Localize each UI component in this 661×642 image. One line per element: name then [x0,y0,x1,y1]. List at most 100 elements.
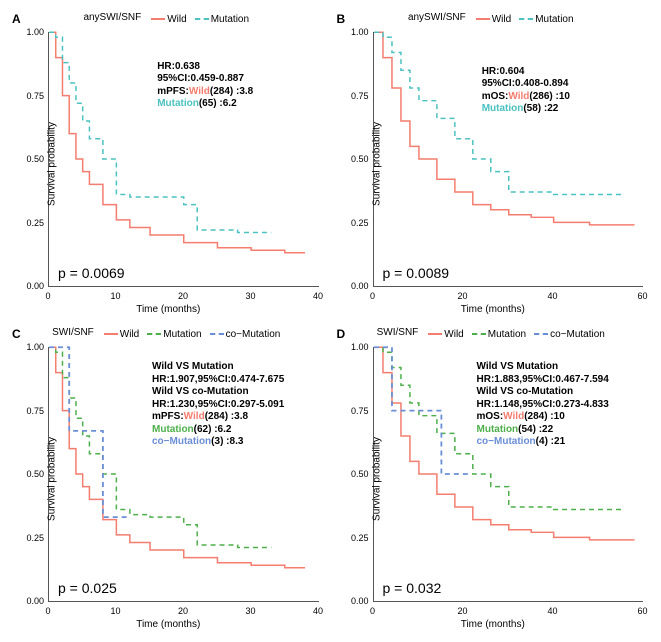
y-axis-label: Survival probability [371,437,382,521]
x-axis-label: Time (months) [335,304,652,315]
y-tick-label: 1.00 [16,27,44,37]
legend-title: anySWI/SNF [408,12,466,23]
stats-block: Wild VS MutationHR:1.907,95%CI:0.474-7.6… [152,361,284,449]
p-value: p = 0.0089 [383,265,450,281]
x-tick-label: 0 [45,606,50,616]
legend-item: Wild [476,14,511,25]
stats-line: Wild VS Mutation [477,361,609,374]
y-tick-label: 0.75 [16,91,44,101]
y-tick-label: 0.50 [16,154,44,164]
legend-item-label: Mutation [211,14,249,25]
x-tick-label: 40 [313,606,323,616]
x-tick-label: 30 [245,606,255,616]
legend-item-label: Mutation [163,329,201,340]
legend-swatch-icon [476,18,490,20]
legend-item-label: co−Mutation [550,329,605,340]
stats-line: HR:1.230,95%CI:0.297-5.091 [152,399,284,412]
legend-swatch-icon [147,333,161,335]
y-tick-label: 0.25 [16,533,44,543]
p-value: p = 0.0069 [58,265,125,281]
stats-line: HR:1.907,95%CI:0.474-7.675 [152,374,284,387]
legend-swatch-icon [195,18,209,20]
stats-line: HR:0.604 [482,66,570,79]
legend-item: Wild [428,329,463,340]
legend: SWI/SNFWildMutationco−Mutation [10,327,327,340]
stats-line: Mutation(58) :22 [482,103,570,116]
legend-swatch-icon [104,333,118,335]
survival-curve [374,347,468,474]
y-tick-label: 1.00 [341,27,369,37]
stats-line: 95%CI:0.408-0.894 [482,78,570,91]
survival-curve [374,32,635,225]
legend-item-label: Wild [167,14,186,25]
p-value: p = 0.032 [383,580,442,596]
legend: anySWI/SNF Wild Mutation [10,12,327,25]
y-axis-label: Survival probability [46,437,57,521]
stats-line: co−Mutation(4) :21 [477,436,609,449]
y-tick-label: 0.50 [341,469,369,479]
chart-panel-C: CSWI/SNFWildMutationco−MutationSurvival … [10,325,327,632]
stats-line: Mutation(65) :6.2 [157,98,253,111]
y-axis-label: Survival probability [371,122,382,206]
legend-item-label: Mutation [488,329,526,340]
legend-item-label: Wild [492,14,511,25]
legend-swatch-icon [210,333,224,335]
y-tick-label: 1.00 [341,342,369,352]
x-tick-label: 30 [245,291,255,301]
x-tick-label: 20 [457,606,467,616]
legend-swatch-icon [151,18,165,20]
legend-item-label: co−Mutation [226,329,281,340]
y-tick-label: 1.00 [16,342,44,352]
stats-line: HR:1.148,95%CI:0.273-4.833 [477,399,609,412]
x-tick-label: 40 [313,291,323,301]
stats-line: Wild VS co-Mutation [477,386,609,399]
y-tick-label: 0.75 [341,91,369,101]
legend-item: Mutation [519,14,573,25]
legend-item: co−Mutation [210,329,281,340]
y-tick-label: 0.75 [341,406,369,416]
stats-line: mOS:Wild(284) :10 [477,411,609,424]
legend-item: Wild [151,14,186,25]
stats-line: 95%CI:0.459-0.887 [157,73,253,86]
stats-line: HR:1.883,95%CI:0.467-7.594 [477,374,609,387]
legend-item: Mutation [147,329,201,340]
stats-line: Mutation(62) :6.2 [152,424,284,437]
x-tick-label: 20 [178,291,188,301]
legend-item: Mutation [195,14,249,25]
x-tick-label: 60 [637,606,647,616]
stats-block: HR:0.60495%CI:0.408-0.894mOS:Wild(286) :… [482,66,570,116]
stats-block: HR:0.63895%CI:0.459-0.887mPFS:Wild(284) … [157,61,253,111]
chart-panel-A: AanySWI/SNFWildMutationSurvival probabil… [10,10,327,317]
stats-line: mPFS:Wild(284) :3.8 [157,86,253,99]
legend: anySWI/SNF Wild Mutation [335,12,652,25]
y-tick-label: 0.50 [16,469,44,479]
x-tick-label: 60 [637,291,647,301]
y-tick-label: 0.25 [341,218,369,228]
x-axis-label: Time (months) [10,619,327,630]
y-tick-label: 0.50 [341,154,369,164]
legend-item: Mutation [472,329,526,340]
x-tick-label: 40 [547,291,557,301]
legend-swatch-icon [428,333,442,335]
x-tick-label: 0 [370,291,375,301]
stats-line: co−Mutation(3) :8.3 [152,436,284,449]
legend: SWI/SNF Wild Mutation co−Mutation [335,327,652,340]
x-axis-label: Time (months) [335,619,652,630]
y-tick-label: 0.25 [341,533,369,543]
legend-item: co−Mutation [534,329,605,340]
y-tick-label: 0.00 [16,596,44,606]
x-tick-label: 20 [178,606,188,616]
y-tick-label: 0.00 [341,596,369,606]
legend-title: SWI/SNF [377,327,419,338]
x-tick-label: 10 [110,291,120,301]
y-tick-label: 0.25 [16,218,44,228]
legend-title: anySWI/SNF [83,12,141,23]
stats-block: Wild VS MutationHR:1.883,95%CI:0.467-7.5… [477,361,609,449]
legend-item-label: Wild [444,329,463,340]
chart-panel-D: DSWI/SNFWildMutationco−MutationSurvival … [335,325,652,632]
x-axis-label: Time (months) [10,304,327,315]
y-tick-label: 0.75 [16,406,44,416]
chart-panel-B: BanySWI/SNFWildMutationSurvival probabil… [335,10,652,317]
x-tick-label: 10 [110,606,120,616]
x-tick-label: 40 [547,606,557,616]
